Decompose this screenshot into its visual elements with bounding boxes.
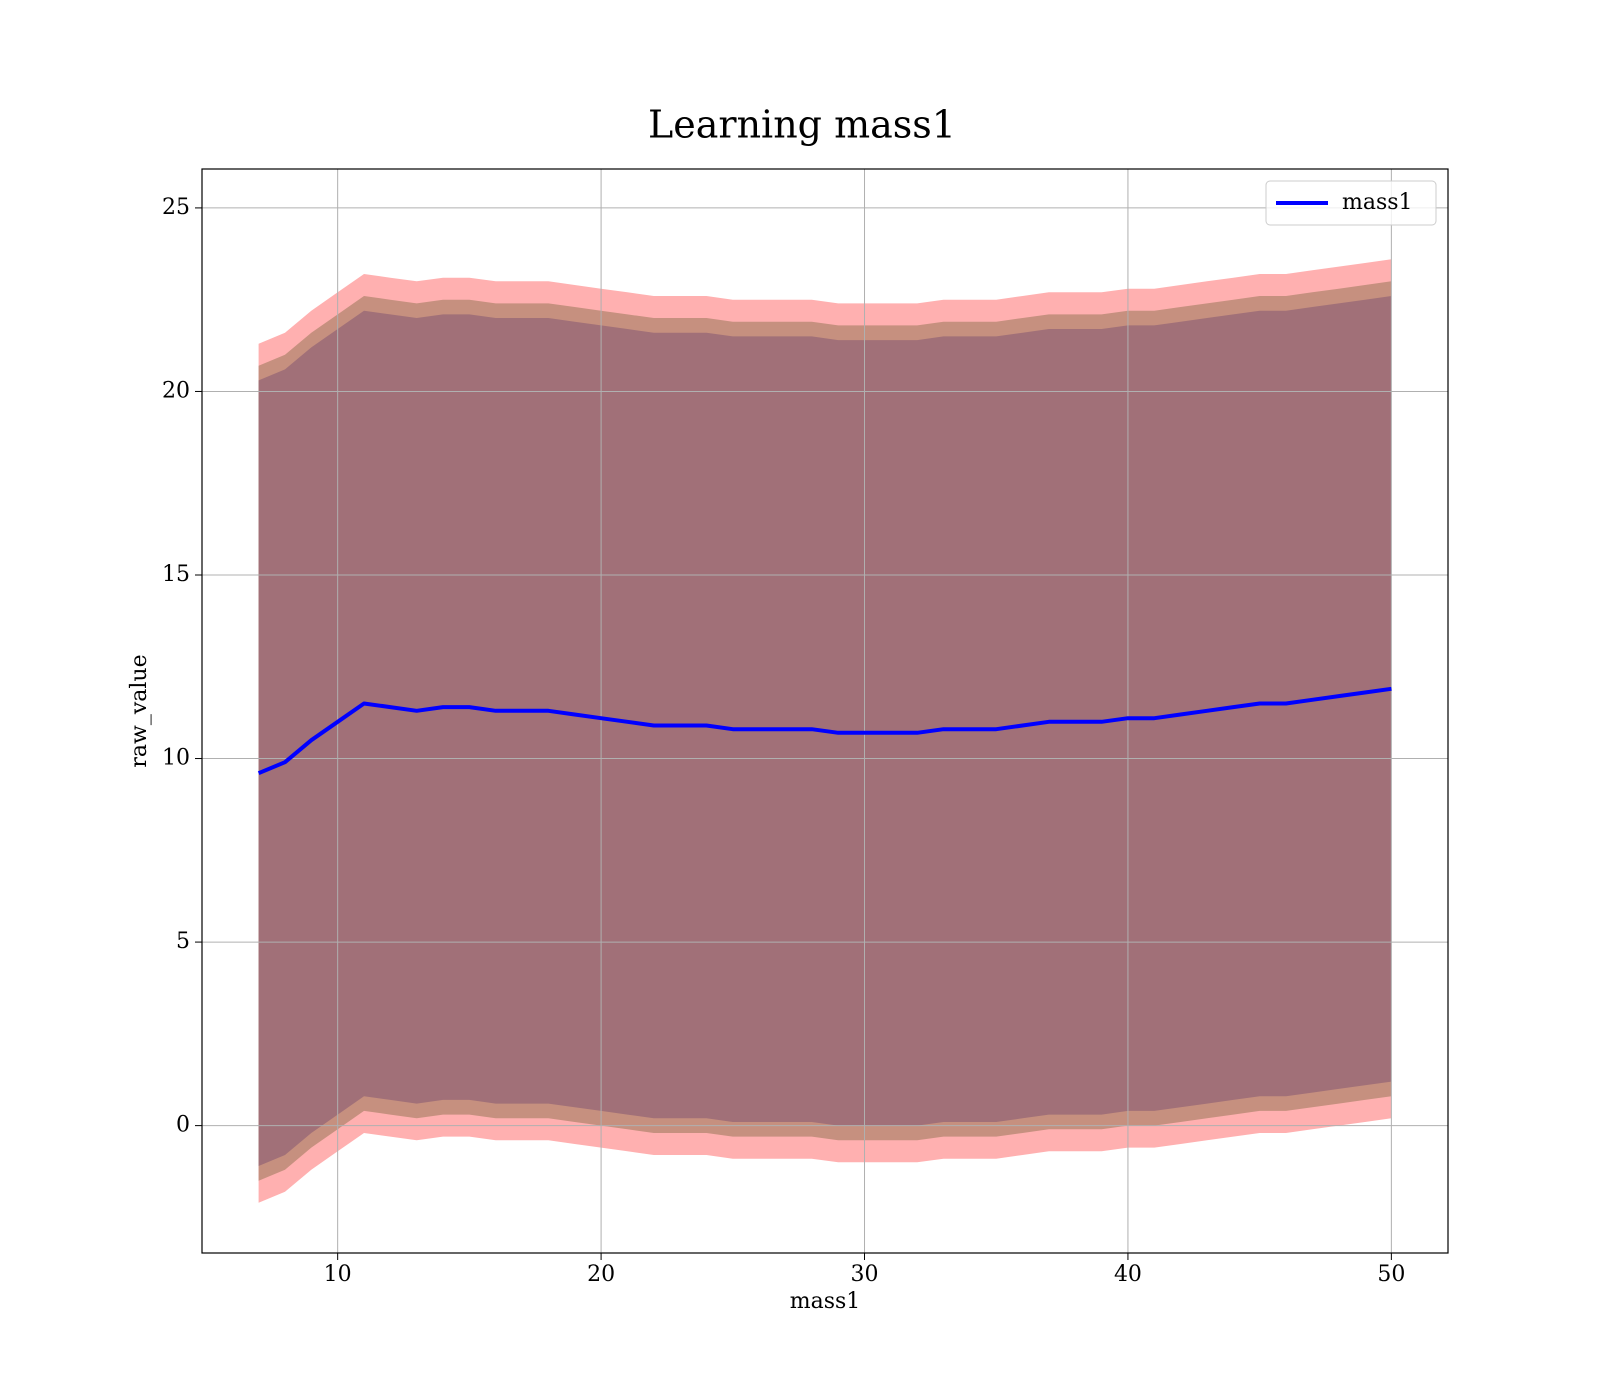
chart-title: Learning mass1 bbox=[648, 103, 956, 147]
y-tick-label: 5 bbox=[176, 929, 190, 954]
y-tick-label: 0 bbox=[176, 1113, 190, 1138]
x-tick-label: 10 bbox=[324, 1262, 352, 1287]
x-tick-label: 50 bbox=[1377, 1262, 1405, 1287]
y-tick-label: 10 bbox=[162, 746, 190, 771]
x-axis-label: mass1 bbox=[790, 1289, 861, 1314]
y-tick-label: 25 bbox=[162, 195, 190, 220]
legend-box bbox=[1265, 180, 1437, 226]
line bbox=[257, 686, 1392, 776]
x-tick-label: 40 bbox=[1114, 1262, 1142, 1287]
y-tick-label: 20 bbox=[162, 378, 190, 403]
legend-label: mass1 bbox=[1342, 190, 1413, 215]
x-tick-label: 20 bbox=[587, 1262, 615, 1287]
axes-frame bbox=[201, 168, 1449, 1254]
x-tick-label: 30 bbox=[851, 1262, 879, 1287]
y-axis-label: raw_value bbox=[127, 654, 152, 767]
y-tick-label: 15 bbox=[162, 562, 190, 587]
